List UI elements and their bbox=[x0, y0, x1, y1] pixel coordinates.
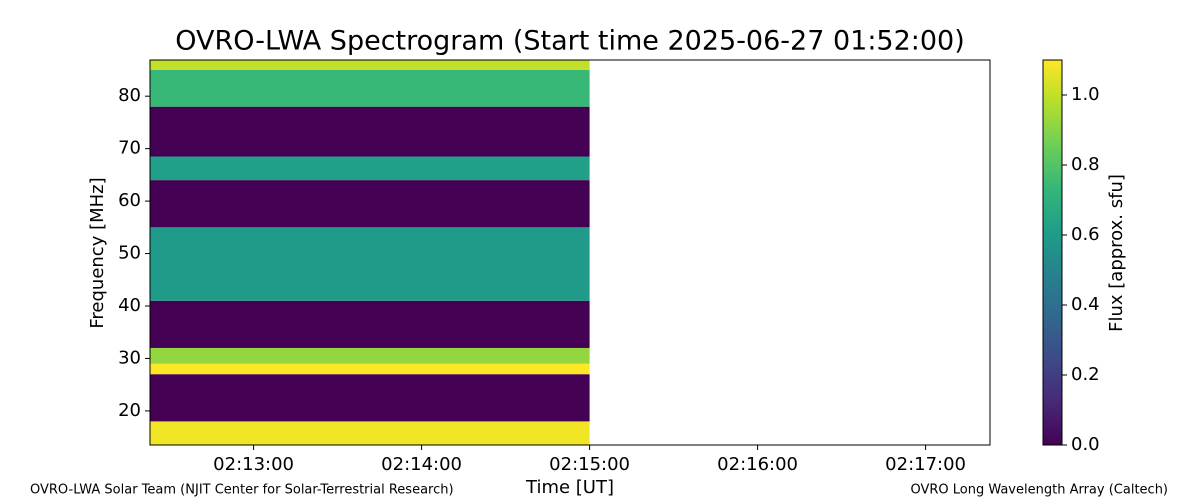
colorbar bbox=[1042, 59, 1063, 446]
spectrogram-band bbox=[150, 227, 590, 301]
colorbar-tick-label: 0.8 bbox=[1071, 154, 1100, 175]
spectrogram-band bbox=[150, 60, 590, 70]
colorbar-label: Flux [approx. sfu] bbox=[1106, 174, 1127, 332]
y-tick-label: 60 bbox=[118, 190, 141, 211]
x-tick-label: 02:13:00 bbox=[213, 454, 294, 475]
x-tick-label: 02:16:00 bbox=[717, 454, 798, 475]
y-tick-label: 40 bbox=[118, 295, 141, 316]
spectrogram-band bbox=[150, 374, 590, 422]
x-tick-label: 02:17:00 bbox=[885, 454, 966, 475]
spectrogram-band bbox=[150, 363, 590, 375]
spectrogram-band bbox=[150, 180, 590, 228]
x-tick-label: 02:14:00 bbox=[381, 454, 462, 475]
plot-frame bbox=[149, 59, 991, 446]
colorbar-tick-label: 0.6 bbox=[1071, 224, 1100, 245]
colorbar-tick-label: 0.2 bbox=[1071, 364, 1100, 385]
spectrogram-band bbox=[150, 300, 590, 348]
footer-left: OVRO-LWA Solar Team (NJIT Center for Sol… bbox=[30, 483, 454, 498]
spectrogram-band bbox=[150, 156, 590, 181]
y-tick-label: 70 bbox=[118, 138, 141, 159]
y-axis-label: Frequency [MHz] bbox=[87, 177, 108, 328]
y-tick-label: 20 bbox=[118, 400, 141, 421]
colorbar-tick-label: 1.0 bbox=[1071, 84, 1100, 105]
x-tick-label: 02:15:00 bbox=[549, 454, 630, 475]
spectrogram-band bbox=[150, 69, 590, 107]
spectrogram-band bbox=[150, 106, 590, 157]
y-tick-label: 80 bbox=[118, 85, 141, 106]
colorbar-tick-label: 0.0 bbox=[1071, 434, 1100, 455]
spectrogram-band bbox=[150, 421, 590, 445]
y-tick-label: 30 bbox=[118, 347, 141, 368]
footer-right: OVRO Long Wavelength Array (Caltech) bbox=[910, 483, 1168, 498]
y-tick-label: 50 bbox=[118, 243, 141, 264]
spectrogram-band bbox=[150, 347, 590, 364]
chart-title: OVRO-LWA Spectrogram (Start time 2025-06… bbox=[175, 26, 965, 57]
colorbar-tick-label: 0.4 bbox=[1071, 294, 1100, 315]
x-axis-label: Time [UT] bbox=[525, 477, 614, 498]
